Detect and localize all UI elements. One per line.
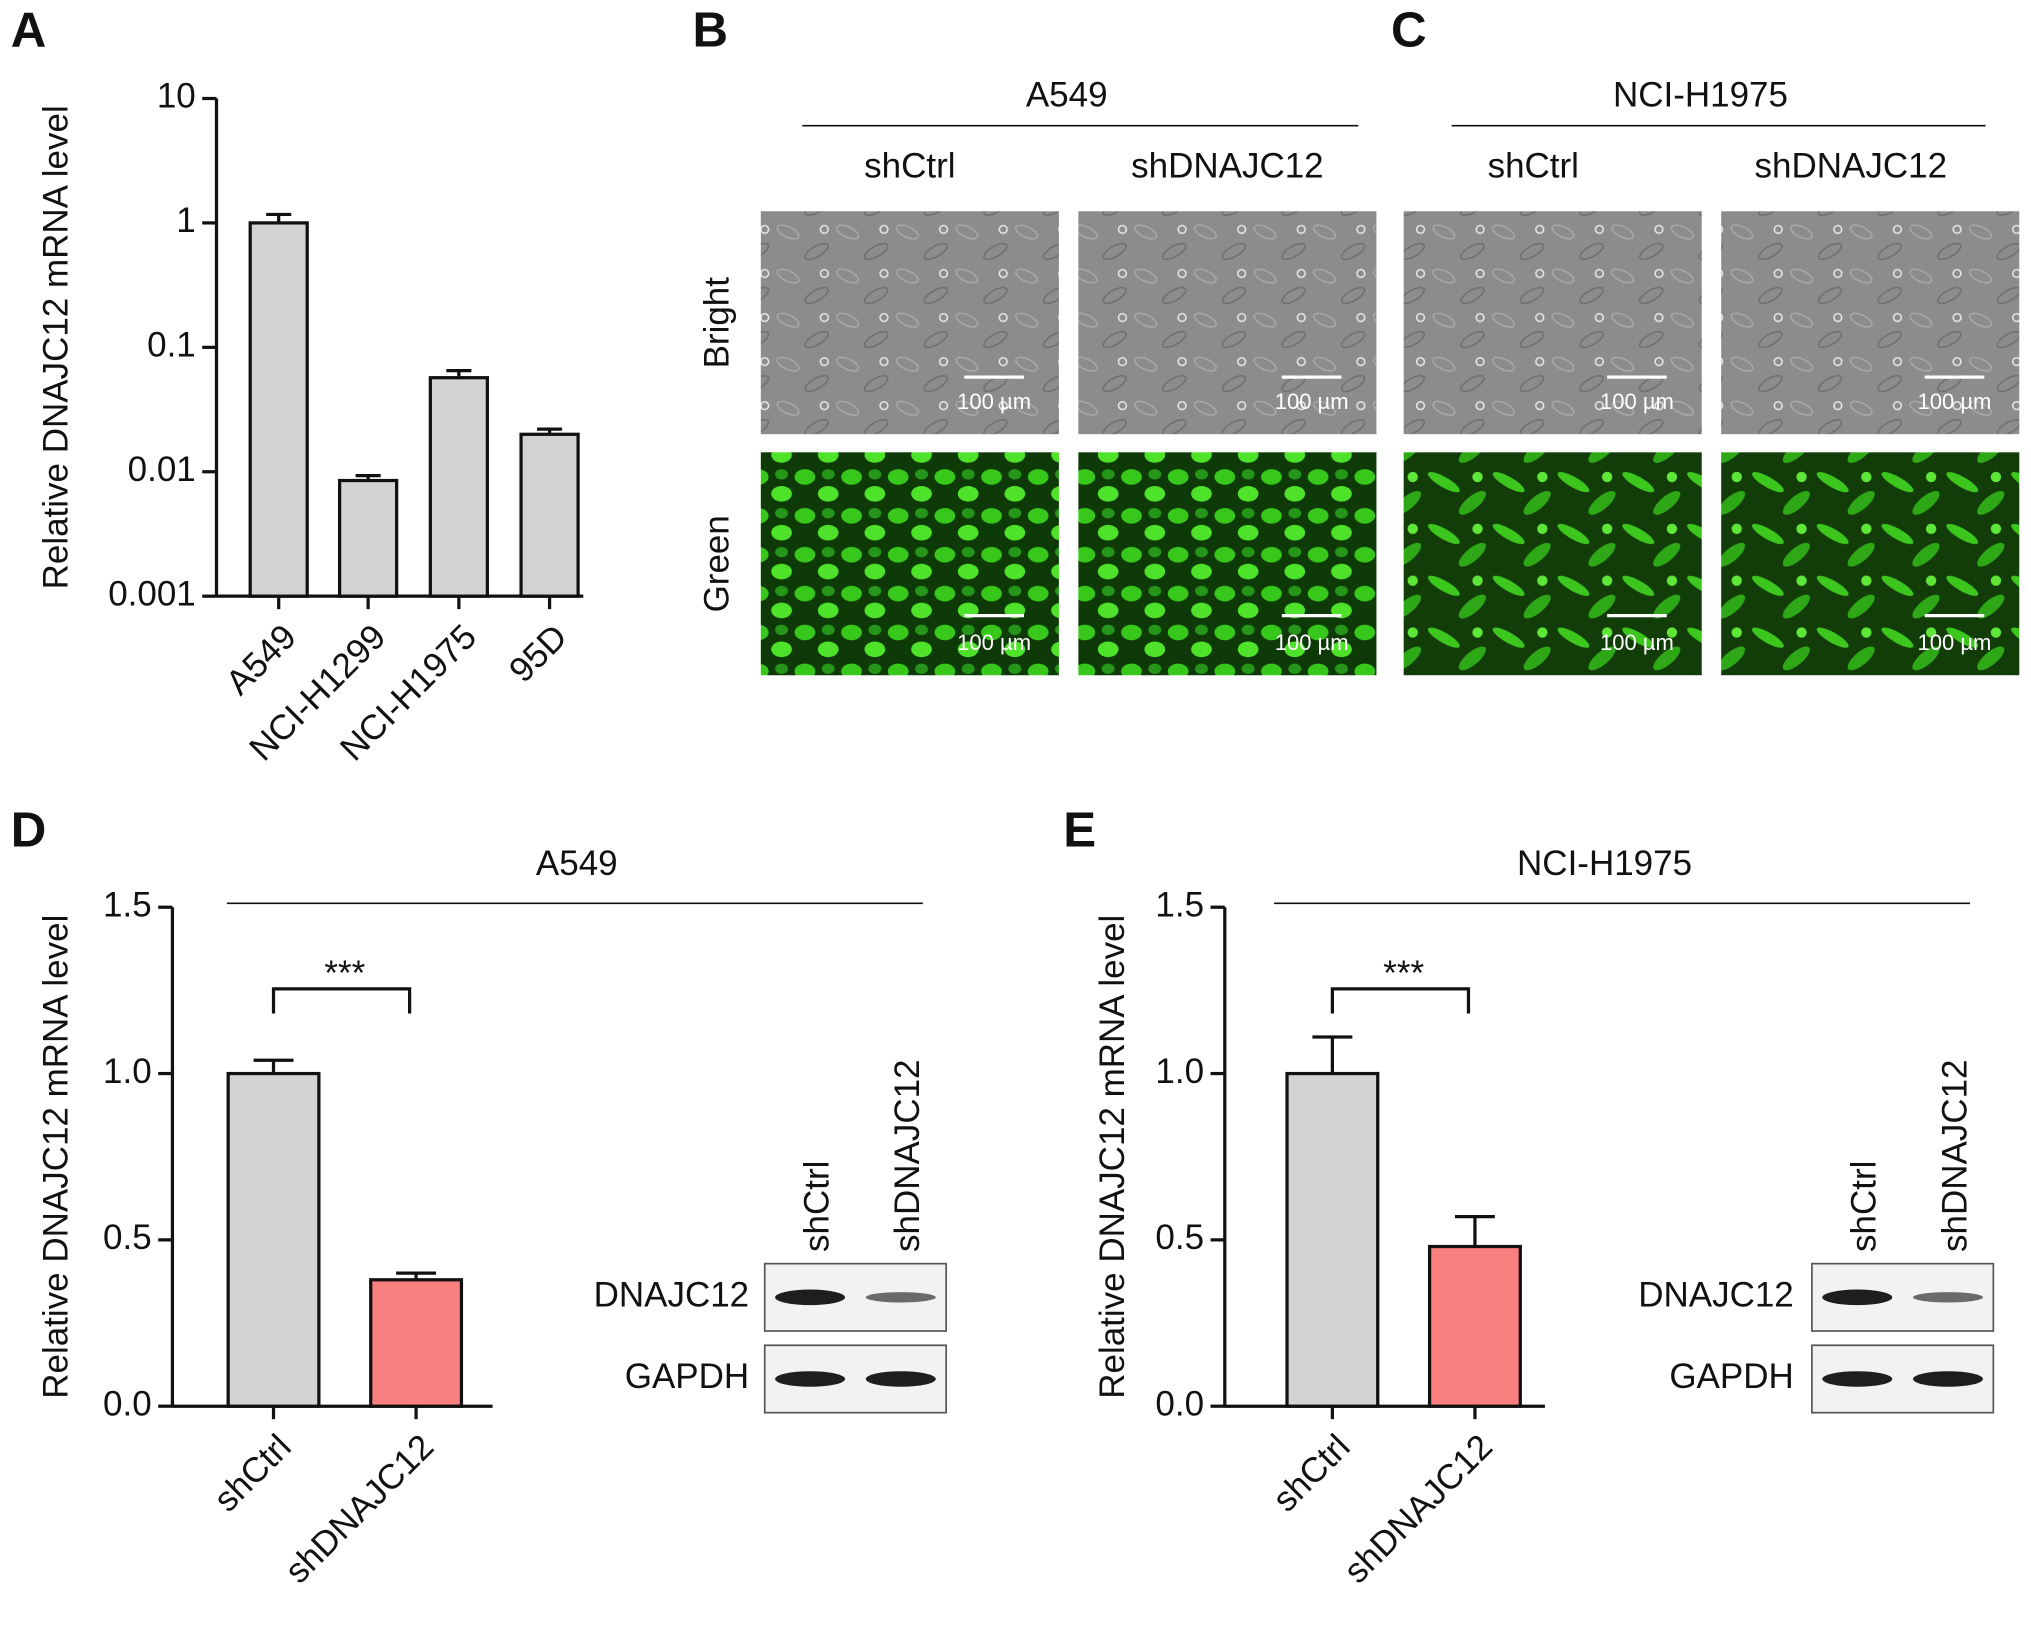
y-tick-label: 0.1 (147, 326, 196, 365)
scale-bar-label: 100 µm (1275, 389, 1349, 414)
lane-label: shCtrl (797, 1161, 836, 1252)
blot-row-label: GAPDH (1669, 1357, 1793, 1396)
blot-row-label: DNAJC12 (594, 1276, 750, 1315)
y-tick-label: 1.0 (1155, 1052, 1204, 1091)
error-bar (1454, 1214, 1495, 1247)
bar (337, 478, 399, 598)
lane-label: shDNAJC12 (1935, 1059, 1974, 1251)
blot-band (865, 1292, 936, 1303)
bar (1427, 1244, 1522, 1408)
significance-label: *** (324, 954, 365, 993)
bar (369, 1278, 464, 1408)
y-axis-label: Relative DNAJC12 mRNA level (37, 105, 76, 589)
significance-bracket (1330, 987, 1471, 1014)
row-label: Green (698, 515, 737, 612)
lane-label: shCtrl (1845, 1161, 1884, 1252)
panel-label: D (11, 802, 47, 857)
fluorescence-image (760, 452, 1059, 676)
scale-bar-label: 100 µm (1275, 630, 1349, 655)
panel-label: E (1063, 802, 1096, 857)
y-tick-label: 0.0 (1155, 1384, 1204, 1423)
significance-bracket (271, 987, 412, 1014)
blot-band (1913, 1371, 1983, 1387)
blot-band (1913, 1292, 1983, 1303)
group-title: A549 (1026, 75, 1108, 114)
panel-label: B (693, 3, 729, 58)
y-tick-label: 0.5 (1155, 1218, 1204, 1257)
blot-band (775, 1289, 846, 1306)
scale-bar-label: 100 µm (1918, 630, 1992, 655)
fluorescence-image (1721, 452, 2020, 676)
x-tick-label: shDNAJC12 (278, 1427, 442, 1591)
y-tick-label: 1 (176, 201, 195, 240)
chart-title: NCI-H1975 (1517, 844, 1692, 883)
significance-label: *** (1383, 954, 1424, 993)
x-tick-label: A549 (219, 617, 304, 702)
fluorescence-image (1403, 452, 1702, 676)
blot-row-label: GAPDH (625, 1357, 749, 1396)
scale-bar-label: 100 µm (957, 389, 1031, 414)
scale-bar-label: 100 µm (957, 630, 1031, 655)
y-tick-label: 1.5 (1155, 885, 1204, 924)
blot-band (865, 1371, 936, 1387)
y-tick-label: 10 (157, 77, 196, 116)
column-label: shCtrl (864, 147, 955, 186)
bar (248, 221, 309, 598)
y-axis-label: Relative DNAJC12 mRNA level (37, 915, 76, 1399)
brightfield-image (1078, 211, 1377, 435)
error-bar (253, 1058, 294, 1074)
y-tick-label: 0.0 (103, 1384, 152, 1423)
x-tick-label: shCtrl (1265, 1427, 1357, 1519)
panel-label: C (1391, 3, 1427, 58)
x-tick-label: shDNAJC12 (1336, 1427, 1500, 1591)
fluorescence-image (1078, 452, 1377, 676)
y-tick-label: 1.0 (103, 1052, 152, 1091)
scale-bar-label: 100 µm (1600, 630, 1674, 655)
x-tick-label: shCtrl (207, 1427, 299, 1519)
bar (519, 432, 580, 598)
column-label: shCtrl (1488, 147, 1579, 186)
bar (226, 1071, 321, 1408)
brightfield-image (1721, 211, 2020, 435)
column-label: shDNAJC12 (1755, 147, 1947, 186)
y-tick-label: 0.01 (128, 450, 196, 489)
brightfield-image (760, 211, 1059, 435)
y-tick-label: 0.001 (108, 574, 196, 613)
group-title: NCI-H1975 (1613, 75, 1788, 114)
lane-label: shDNAJC12 (888, 1059, 927, 1251)
x-tick-label: 95D (502, 617, 575, 690)
y-axis-label: Relative DNAJC12 mRNA level (1093, 915, 1132, 1399)
scale-bar-label: 100 µm (1918, 389, 1992, 414)
scale-bar-label: 100 µm (1600, 389, 1674, 414)
bar (428, 376, 489, 598)
brightfield-image (1403, 211, 1702, 435)
column-label: shDNAJC12 (1131, 147, 1323, 186)
panel-label: A (11, 3, 47, 58)
blot-band (1822, 1371, 1893, 1387)
y-tick-label: 1.5 (103, 885, 152, 924)
blot-band (1822, 1289, 1893, 1306)
row-label: Bright (698, 277, 737, 369)
error-bar (1312, 1035, 1353, 1074)
chart-title: A549 (536, 844, 618, 883)
y-tick-label: 0.5 (103, 1218, 152, 1257)
blot-row-label: DNAJC12 (1638, 1276, 1794, 1315)
blot-band (775, 1371, 846, 1387)
bar (1285, 1071, 1380, 1408)
